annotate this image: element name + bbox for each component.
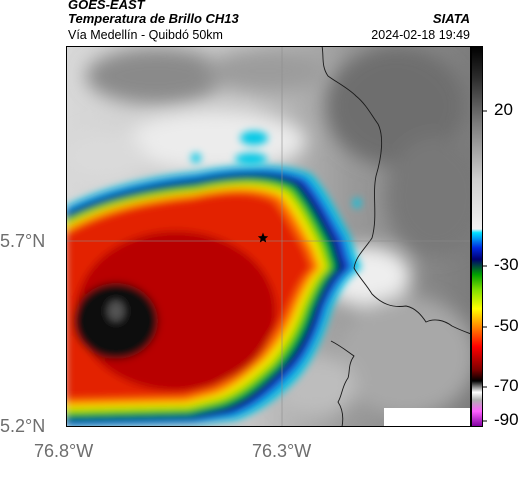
isolated-cloud-cells [191,131,361,208]
satellite-map [66,46,471,427]
grid-lines [66,46,471,427]
lat-tick-label: 5.2°N [0,416,46,436]
colorbar-tick-label: 20 [494,100,513,119]
colorbar-fill [471,46,483,427]
lon-tick-label: 76.3°W [252,441,312,461]
colorbar-ticks [483,110,487,422]
colorbar-tick-label: -70 [494,376,519,395]
lat-tick-label: 5.7°N [0,231,46,251]
map-frame [66,46,471,427]
organization-label: SIATA [432,11,470,26]
colorbar [471,46,487,427]
colorbar-tick-label: -30 [494,255,519,274]
border-lines [321,46,471,427]
colorbar-tick-label: -50 [494,316,519,335]
product-title: Temperatura de Brillo CH13 [68,11,239,26]
timestamp-label: 2024-02-18 19:49 [371,28,470,42]
region-subtitle: Vía Medellín - Quibdó 50km [68,28,223,42]
colorbar-tick-label: -90 [494,410,519,429]
star-marker [257,232,269,243]
no-data-strip [384,408,471,427]
lon-tick-label: 76.8°W [34,441,94,461]
satellite-name: GOES-EAST [68,0,145,12]
